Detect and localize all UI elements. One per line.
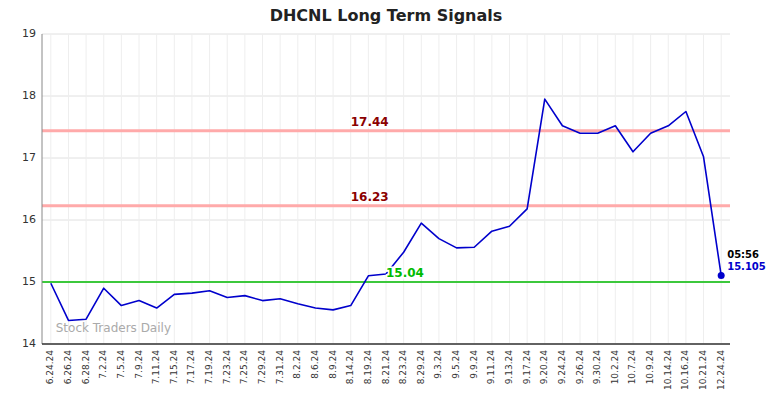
x-tick-label: 6.24.24: [45, 350, 55, 385]
x-tick-label: 9.3.24: [433, 350, 443, 379]
x-grid-line: [86, 34, 87, 344]
reference-line: [42, 129, 730, 132]
x-grid-line: [421, 34, 422, 344]
x-grid-line: [597, 34, 598, 344]
annotation: 15.105: [727, 261, 766, 272]
x-tick-label: 9.11.24: [486, 350, 496, 385]
x-tick-label: 7.29.24: [257, 350, 267, 385]
price-line: [51, 99, 721, 320]
x-tick-label: 8.23.24: [398, 350, 408, 385]
grid: [42, 34, 730, 344]
x-tick-label: 8.2.24: [292, 350, 302, 379]
plot-area: [42, 99, 730, 320]
x-grid-line: [156, 34, 157, 344]
x-tick-label: 9.26.24: [575, 350, 585, 385]
y-tick-label: 17: [22, 151, 36, 164]
x-tick-label: 7.19.24: [204, 350, 214, 385]
x-grid-line: [527, 34, 528, 344]
x-grid-line: [721, 34, 722, 344]
x-tick-label: 7.5.24: [116, 350, 126, 379]
y-grid-line: [42, 282, 730, 283]
x-grid-line: [174, 34, 175, 344]
x-grid-line: [333, 34, 334, 344]
x-tick-label: 9.13.24: [504, 350, 514, 385]
x-grid-line: [544, 34, 545, 344]
reference-label: 15.04: [386, 266, 424, 280]
x-tick-label: 9.20.24: [539, 350, 549, 385]
x-tick-label: 9.17.24: [522, 350, 532, 385]
x-tick-label: 9.9.24: [469, 350, 479, 379]
reference-label: 17.44: [351, 115, 389, 129]
y-axis: [42, 34, 43, 344]
x-tick-label: 10.2.24: [610, 350, 620, 385]
x-grid-line: [121, 34, 122, 344]
x-grid-line: [315, 34, 316, 344]
watermark: Stock Traders Daily: [56, 321, 171, 335]
chart: Stock Traders Daily 14 15 16 17 18 19 6.24.24 6.…: [0, 0, 784, 398]
x-tick-label: 8.19.24: [363, 350, 373, 385]
reference-line: [42, 204, 730, 207]
y-grid-line: [42, 344, 730, 345]
x-grid-line: [509, 34, 510, 344]
x-tick-label: 9.24.24: [557, 350, 567, 385]
x-tick-label: 8.9.24: [328, 350, 338, 379]
x-tick-label: 6.26.24: [63, 350, 73, 385]
x-grid-line: [632, 34, 633, 344]
x-tick-label: 10.14.24: [663, 350, 673, 390]
x-grid-line: [491, 34, 492, 344]
x-tick-label: 7.11.24: [151, 350, 161, 385]
reference-line: [42, 281, 730, 283]
x-grid-line: [403, 34, 404, 344]
x-grid-line: [209, 34, 210, 344]
x-grid-line: [50, 34, 51, 344]
x-tick-label: 7.15.24: [169, 350, 179, 385]
x-tick-label: 10.21.24: [698, 350, 708, 390]
x-tick-label: 7.23.24: [222, 350, 232, 385]
x-grid-line: [580, 34, 581, 344]
x-tick-label: 9.30.24: [592, 350, 602, 385]
last-point: [718, 272, 725, 279]
annotation: 05:56: [727, 249, 759, 260]
x-tick-label: 7.17.24: [186, 350, 196, 385]
y-tick-label: 14: [22, 337, 36, 350]
x-tick-label: 9.5.24: [451, 350, 461, 379]
x-tick-label: 10.16.24: [680, 350, 690, 390]
x-axis: [42, 343, 730, 345]
x-grid-line: [191, 34, 192, 344]
y-tick-label: 18: [22, 89, 36, 102]
title: DHCNL Long Term Signals: [270, 6, 503, 25]
x-tick-label: 8.6.24: [310, 350, 320, 379]
x-tick-label: 7.25.24: [239, 350, 249, 385]
x-tick-label: 12.24.24: [716, 350, 726, 390]
reference-label: 16.23: [351, 190, 389, 204]
x-tick-label: 7.31.24: [275, 350, 285, 385]
x-grid-line: [703, 34, 704, 344]
y-tick-label: 19: [22, 27, 36, 40]
x-tick-label: 8.21.24: [381, 350, 391, 385]
x-grid-line: [262, 34, 263, 344]
y-tick-label: 16: [22, 213, 36, 226]
x-grid-line: [668, 34, 669, 344]
x-grid-line: [615, 34, 616, 344]
x-grid-line: [456, 34, 457, 344]
y-tick-label: 15: [22, 275, 36, 288]
x-grid-line: [103, 34, 104, 344]
x-tick-label: 8.29.24: [416, 350, 426, 385]
x-tick-label: 10.7.24: [627, 350, 637, 385]
x-grid-line: [562, 34, 563, 344]
x-grid-line: [297, 34, 298, 344]
x-grid-line: [685, 34, 686, 344]
x-tick-label: 8.14.24: [345, 350, 355, 385]
x-tick-label: 7.9.24: [134, 350, 144, 379]
x-grid-line: [68, 34, 69, 344]
x-grid-line: [139, 34, 140, 344]
x-grid-line: [438, 34, 439, 344]
x-tick-label: 6.28.24: [81, 350, 91, 385]
x-grid-line: [650, 34, 651, 344]
x-tick-label: 10.9.24: [645, 350, 655, 385]
x-grid-line: [474, 34, 475, 344]
x-grid-line: [280, 34, 281, 344]
x-grid-line: [244, 34, 245, 344]
x-tick-label: 7.2.24: [98, 350, 108, 379]
